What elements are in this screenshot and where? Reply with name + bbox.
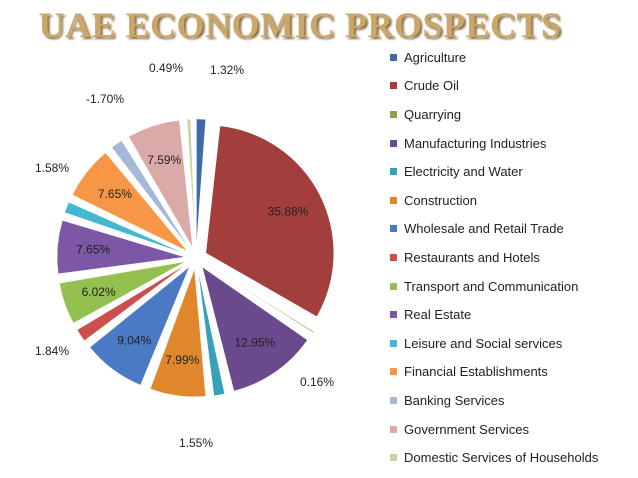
legend-item: Electricity and Water [390,157,635,186]
legend-swatch [390,339,397,347]
data-label-financial-establishments: 7.65% [98,187,132,201]
data-label-quarrying: 0.16% [300,375,334,389]
data-label-restaurants-and-hotels: 1.84% [35,344,69,358]
legend-label: Agriculture [404,49,467,65]
legend-label: Banking Services [404,392,505,408]
pie-slice-crude-oil [205,125,335,318]
data-label-manufacturing-industries: 12.95% [235,336,276,350]
legend-label: Financial Establishments [404,364,548,380]
legend-item: Construction [390,186,635,215]
legend-swatch [390,196,397,204]
data-label-banking-services: -1.70% [86,92,124,106]
data-label-wholesale-and-retail-trade: 9.04% [117,334,151,348]
legend-swatch [390,425,397,433]
data-label-domestic-services-of-households: 0.49% [149,61,183,75]
legend-item: Real Estate [390,300,635,329]
legend-swatch [390,282,397,290]
legend-item: Domestic Services of Households [390,443,635,472]
pie-slice-domestic-services-of-households [186,118,196,248]
legend-label: Domestic Services of Households [404,450,599,466]
data-label-crude-oil: 35.88% [268,204,309,218]
legend-label: Wholesale and Retail Trade [404,221,564,237]
pie-slice-electricity-and-water [197,268,225,397]
legend-label: Quarrying [404,106,462,122]
data-label-real-estate: 7.65% [76,243,110,257]
pie-slice-government-services [128,119,193,248]
legend-label: Construction [404,192,477,208]
data-label-transport-and-communication: 6.02% [82,285,116,299]
legend-label: Electricity and Water [404,164,523,180]
legend-swatch [390,253,397,261]
legend-label: Manufacturing Industries [404,135,547,151]
data-label-electricity-and-water: 1.55% [179,436,213,450]
legend-item: Crude Oil [390,72,635,101]
legend-item: Financial Establishments [390,358,635,387]
legend-swatch [390,82,397,90]
legend-item: Restaurants and Hotels [390,243,635,272]
pie-slice-leisure-and-social-services [64,201,186,255]
chart-legend: Agriculture Crude Oil Quarrying Manufacturi… [390,43,635,472]
pie-slice-manufacturing-industries [201,266,308,392]
pie-slice-restaurants-and-hotels [76,263,188,342]
pie-slice-quarrying [205,263,315,334]
legend-item: Leisure and Social services [390,329,635,358]
pie-slice-construction [149,268,206,398]
legend-swatch [390,139,397,147]
legend-item: Government Services [390,415,635,444]
chart-title: UAE ECONOMIC PROSPECTS [38,5,562,45]
legend-label: Transport and Communication [404,278,579,294]
legend-swatch [390,168,397,176]
pie-chart: 1.32% 35.88% 0.16% 12.95% 1.55% 7.99% 9.04% 1.8… [35,61,335,450]
legend-item: Manufacturing Industries [390,129,635,158]
legend-swatch [390,311,397,319]
legend-swatch [390,454,397,462]
legend-swatch [390,396,397,404]
legend-item: Banking Services [390,386,635,415]
legend-item: Wholesale and Retail Trade [390,215,635,244]
legend-label: Crude Oil [404,78,459,94]
legend-swatch [390,53,397,61]
legend-label: Restaurants and Hotels [404,249,540,265]
legend-label: Leisure and Social services [404,335,563,351]
legend-swatch [390,368,397,376]
pie-slice-agriculture [196,118,206,248]
data-label-government-services: 7.59% [147,153,181,167]
data-label-agriculture: 1.32% [210,63,244,77]
legend-item: Agriculture [390,43,635,72]
pie-slice-financial-establishments [72,152,188,252]
pie-slice-banking-services [111,140,190,250]
pie-slice-real-estate [56,220,186,275]
pie-slice-wholesale-and-retail-trade [89,266,190,386]
data-label-construction: 7.99% [165,353,199,367]
pie-slice-transport-and-communication [59,261,186,324]
legend-item: Transport and Communication [390,272,635,301]
legend-swatch [390,110,397,118]
legend-swatch [390,225,397,233]
legend-item: Quarrying [390,100,635,129]
legend-label: Real Estate [404,307,472,323]
data-label-leisure-and-social-services: 1.58% [35,161,69,175]
legend-label: Government Services [404,421,529,437]
